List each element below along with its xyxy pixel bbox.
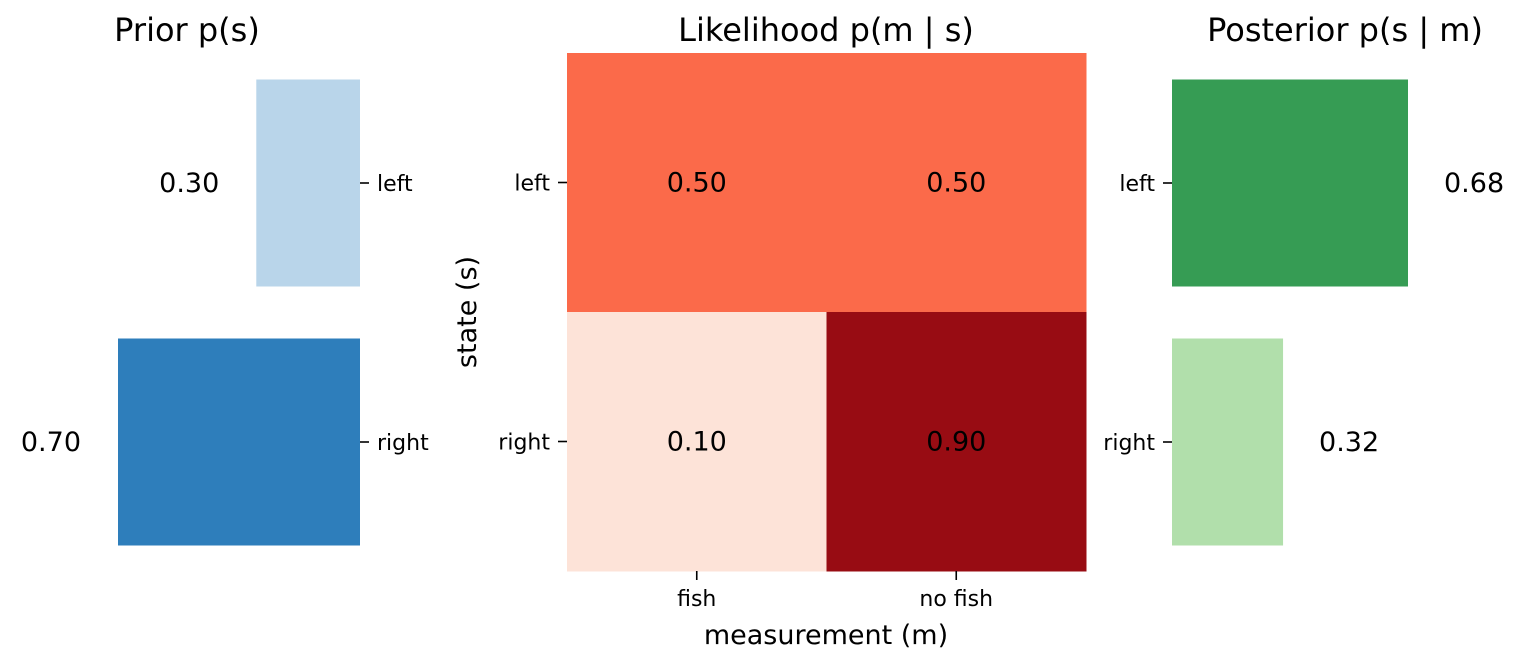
likelihood-cell-left-no-fish [826,53,1087,313]
likelihood-y-tick-label: right [498,431,550,456]
posterior-tick-label: right [1103,431,1155,456]
likelihood-cell-label: 0.50 [667,168,727,199]
posterior-tick-label: left [1119,172,1155,197]
posterior-title: Posterior p(s | m) [1207,11,1483,49]
likelihood-marks: 0.50 0.50 0.10 0.90 left right fish no fish [498,53,1087,612]
posterior-bar-right [1172,338,1284,546]
posterior-chart: Posterior p(s | m) 0.68 left 0.32 right [1103,11,1504,546]
prior-tick-label: right [377,431,429,456]
likelihood-chart: Likelihood p(m | s) 0.50 0.50 0.10 0.90 left… [452,11,1087,651]
likelihood-xlabel: measurement (m) [704,620,948,651]
prior-title: Prior p(s) [114,11,260,49]
prior-chart: Prior p(s) 0.30 left 0.70 right [21,11,429,546]
likelihood-x-tick-label: no fish [919,587,993,612]
likelihood-ylabel: state (s) [452,256,483,368]
posterior-value-label: 0.32 [1319,427,1379,458]
prior-bar-left [256,79,360,287]
prior-bar-right [118,338,360,546]
posterior-marks: 0.68 left 0.32 right [1103,79,1504,546]
posterior-value-label: 0.68 [1444,168,1504,199]
prior-value-label: 0.30 [159,168,219,199]
likelihood-cell-label: 0.90 [926,427,986,458]
likelihood-cell-right-no-fish [826,312,1087,572]
prior-value-label: 0.70 [21,427,81,458]
prior-marks: 0.30 left 0.70 right [21,79,429,546]
posterior-bar-left [1172,79,1408,287]
likelihood-title: Likelihood p(m | s) [678,11,974,49]
likelihood-y-tick-label: left [514,172,550,197]
likelihood-x-tick-label: fish [677,587,716,612]
likelihood-cell-label: 0.10 [667,427,727,458]
likelihood-cell-label: 0.50 [926,168,986,199]
prior-tick-label: left [377,172,413,197]
likelihood-cell-right-fish [567,312,827,572]
likelihood-cell-left-fish [567,53,827,313]
